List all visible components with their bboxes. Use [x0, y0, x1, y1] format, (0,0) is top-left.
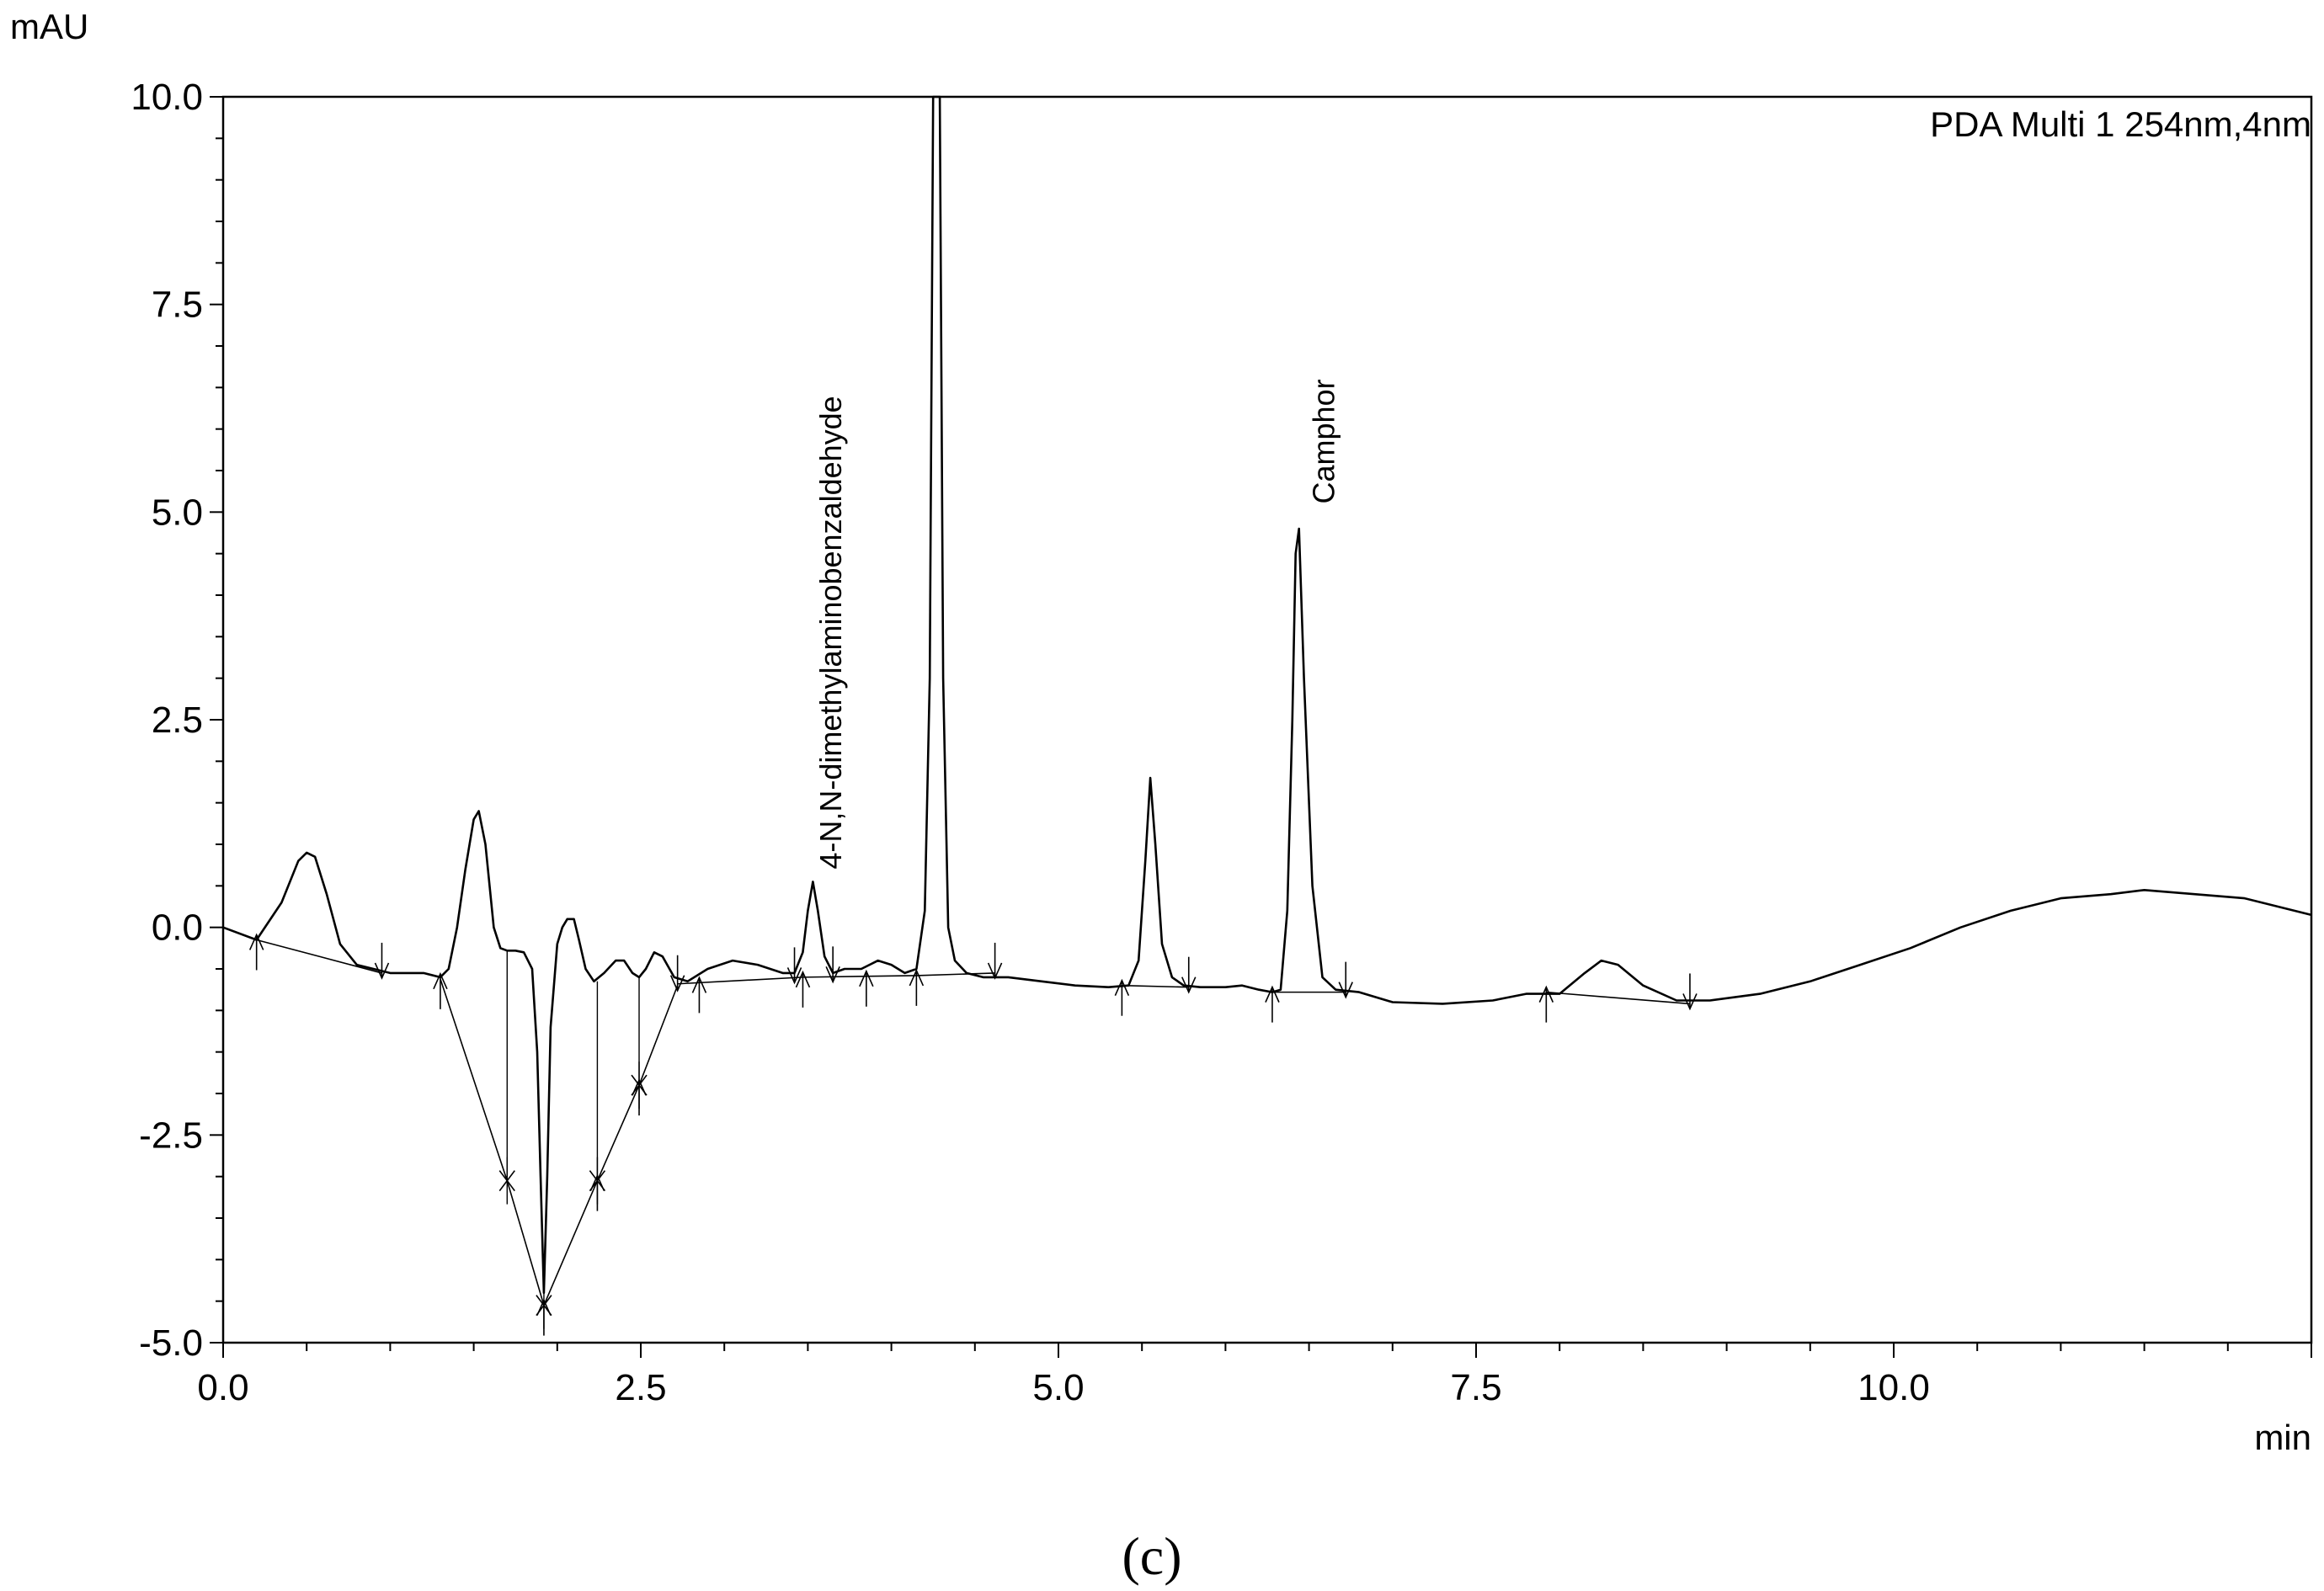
baseline-segment	[916, 972, 995, 976]
peak-labels: 4-N,N-dimethylaminobenzaldehyde Camphor	[813, 379, 1341, 869]
baseline-segment	[440, 978, 509, 1181]
split-marker	[498, 1157, 515, 1205]
channel-label: PDA Multi 1 254nm,4nm	[1930, 104, 2311, 144]
panel-label: (c)	[1122, 1526, 1181, 1586]
plot-frame	[221, 95, 2313, 1344]
y-tick-label: 10.0	[131, 77, 203, 118]
y-axis-unit-label: mAU	[10, 7, 88, 46]
peak-label: Camphor	[1306, 379, 1341, 503]
y-tick-label: 2.5	[152, 700, 203, 741]
x-tick-label: 7.5	[1450, 1367, 1501, 1408]
y-tick-label: 7.5	[152, 285, 203, 326]
peak-end-marker	[374, 942, 390, 980]
peak-label: 4-N,N-dimethylaminobenzaldehyde	[813, 396, 848, 869]
baseline-segment	[256, 939, 382, 974]
peak-start-marker	[909, 968, 925, 1006]
x-tick-label: 10.0	[1858, 1367, 1930, 1408]
integration-baselines	[256, 939, 1691, 1306]
y-axis-ticks: 10.0 7.5 5.0 2.5 0.0 -2.5 -5.0	[131, 77, 223, 1364]
x-tick-label: 0.0	[197, 1367, 248, 1408]
peak-start-marker	[795, 970, 811, 1008]
baseline-segment	[543, 1180, 599, 1306]
baseline-segment	[506, 1180, 545, 1306]
split-marker	[589, 1157, 606, 1205]
y-tick-label: 5.0	[152, 492, 203, 533]
integration-markers	[248, 933, 1698, 1336]
peak-start-marker	[691, 976, 707, 1014]
peak-start-marker	[859, 969, 874, 1007]
y-tick-label: -5.0	[139, 1322, 203, 1364]
y-tick-label: 0.0	[152, 907, 203, 949]
baseline-segment	[677, 976, 803, 985]
x-tick-label: 5.0	[1032, 1367, 1084, 1408]
x-axis-unit-label: min	[2254, 1418, 2311, 1457]
baseline-segment	[802, 975, 917, 978]
y-tick-label: -2.5	[139, 1115, 203, 1156]
peak-end-marker	[1682, 973, 1698, 1011]
baseline-segment	[1122, 984, 1189, 988]
x-tick-label: 2.5	[615, 1367, 666, 1408]
peak-start-marker	[433, 971, 448, 1009]
x-axis-ticks: 0.0 2.5 5.0 7.5 10.0	[197, 1343, 2312, 1408]
baseline-segment	[596, 1084, 640, 1181]
baseline-segment	[638, 985, 679, 1086]
split-marker	[631, 1062, 648, 1109]
baseline-segment	[1546, 991, 1691, 1005]
chromatogram-trace	[222, 95, 2312, 1295]
